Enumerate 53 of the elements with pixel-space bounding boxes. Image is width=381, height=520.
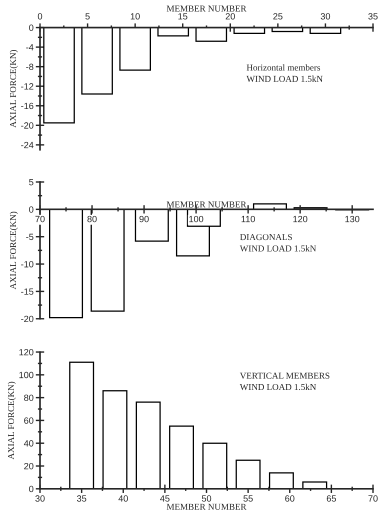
x-tick-label: 110 xyxy=(242,216,255,222)
y-tick-label: -12 xyxy=(21,83,34,90)
y-tick-label: 80 xyxy=(24,394,34,401)
y-tick-label: 0 xyxy=(29,206,34,213)
x-tick-label: 25 xyxy=(273,13,282,20)
x-tick-label: 80 xyxy=(87,216,97,222)
x-tick-label: 20 xyxy=(226,13,235,20)
annotation: DIAGONALS WIND LOAD 1.5kN xyxy=(240,234,316,252)
x-axis-title: MEMBER NUMBER xyxy=(166,504,246,510)
y-tick-label: -8 xyxy=(26,64,34,70)
x-tick-label: 65 xyxy=(326,495,336,502)
y-tick-label: -15 xyxy=(21,288,34,295)
y-tick-label: -20 xyxy=(21,316,34,322)
x-tick-label: 40 xyxy=(118,495,128,502)
x-tick-label: 90 xyxy=(139,216,149,222)
x-tick-label: 55 xyxy=(243,495,253,502)
y-tick-label: -16 xyxy=(21,102,34,110)
x-tick-label: 60 xyxy=(285,495,294,502)
y-axis-title: AXIAL FORCE(KN) xyxy=(8,382,16,460)
x-tick-label: 70 xyxy=(368,495,378,502)
y-tick-label: 20 xyxy=(24,462,34,470)
y-axis-title: AXIAL FORCE(KN) xyxy=(10,212,18,290)
x-tick-label: 30 xyxy=(320,13,330,20)
y-tick-label: 0 xyxy=(29,24,34,31)
x-tick-label: 15 xyxy=(178,13,188,20)
x-tick-label: 0 xyxy=(38,13,42,20)
y-tick-label: 100 xyxy=(19,372,34,378)
x-tick-label: 130 xyxy=(345,216,360,222)
x-axis-title: MEMBER NUMBER xyxy=(166,202,246,208)
x-tick-label: 35 xyxy=(76,495,86,502)
y-tick-label: -20 xyxy=(21,122,34,129)
y-tick-label: 120 xyxy=(19,349,34,356)
y-tick-label: -5 xyxy=(26,234,34,240)
y-tick-label: 0 xyxy=(29,486,34,492)
y-tick-label: 40 xyxy=(24,440,34,447)
x-tick-label: 35 xyxy=(368,13,378,20)
x-tick-label: 30 xyxy=(35,495,45,502)
x-tick-label: 70 xyxy=(35,216,45,222)
x-tick-label: 45 xyxy=(160,495,170,502)
annotation: Horizontal members WIND LOAD 1.5kN xyxy=(246,64,323,82)
y-tick-label: -10 xyxy=(21,261,34,268)
x-tick-label: 10 xyxy=(130,13,140,20)
annotation: VERTICAL MEMBERS WIND LOAD 1.5kN xyxy=(240,372,330,390)
x-axis-title: MEMBER NUMBER xyxy=(166,6,246,12)
y-tick-label: -24 xyxy=(21,142,34,148)
x-tick-label: 120 xyxy=(293,216,308,222)
x-tick-label: 5 xyxy=(85,13,90,20)
x-tick-label: 50 xyxy=(202,495,212,502)
y-tick-label: -4 xyxy=(26,44,34,50)
y-tick-label: 5 xyxy=(29,179,34,186)
y-tick-label: 60 xyxy=(24,417,34,424)
x-tick-label: 100 xyxy=(189,216,204,222)
y-axis-title: AXIAL FORCE(KN) xyxy=(10,50,18,128)
